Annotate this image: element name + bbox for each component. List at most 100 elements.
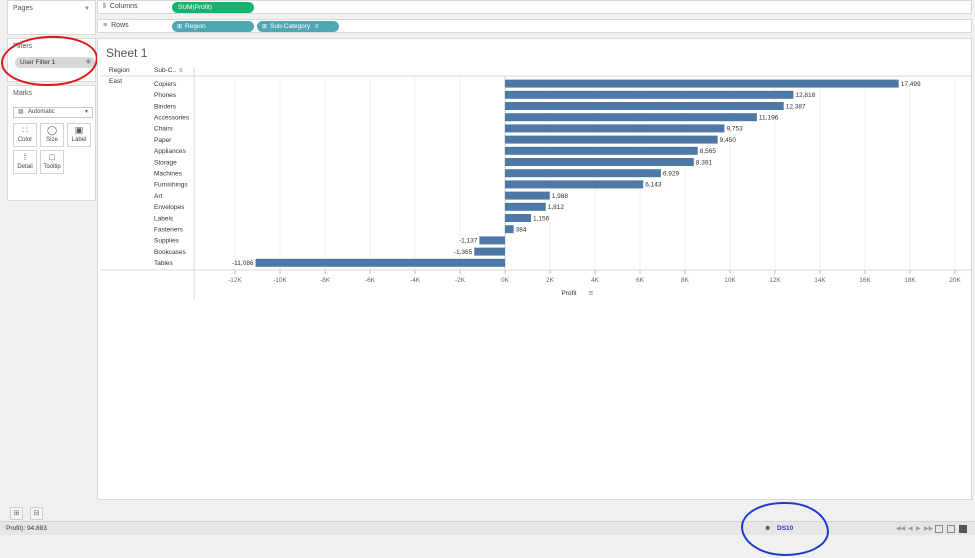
tooltip-button[interactable]: □ Tooltip <box>40 150 64 174</box>
datasource-user-label[interactable]: DS10 <box>777 525 794 532</box>
axis-tick-label: 20K <box>949 277 961 284</box>
subcategory-label: Envelopes <box>154 204 185 211</box>
marks-title: Marks <box>13 90 33 97</box>
data-label: -1,365 <box>454 249 473 256</box>
filter-options-icon[interactable]: ◉ <box>85 59 91 65</box>
profit-bar <box>479 236 505 245</box>
user-filter-pill[interactable]: User Filter 1 ◉ <box>15 57 95 68</box>
data-label: 1,156 <box>533 215 550 222</box>
filter-pill-label: User Filter 1 <box>20 59 56 66</box>
subcategory-label: Binders <box>154 103 177 110</box>
data-label: 9,753 <box>726 126 743 133</box>
axis-tick-label: -6K <box>365 277 376 284</box>
profit-bar <box>505 169 661 178</box>
columns-shelf-label: ‖ Columns <box>103 3 138 10</box>
mark-type-dropdown[interactable]: ▩ Automatic ▼ <box>13 107 93 118</box>
data-label: 17,499 <box>901 81 921 88</box>
sort-icon[interactable]: ≡ <box>179 68 183 74</box>
profit-bar <box>505 158 694 166</box>
data-label: 11,196 <box>759 115 779 122</box>
sort-icon[interactable]: ≡ <box>588 289 593 297</box>
subcategory-label: Phones <box>154 92 177 99</box>
sort-icon: ≡ <box>314 24 319 30</box>
prev-sheet-icon[interactable]: ◀ <box>908 526 913 532</box>
first-sheet-icon[interactable]: ◀◀ <box>896 526 906 532</box>
profit-bar <box>505 79 899 88</box>
next-sheet-icon[interactable]: ▶ <box>916 526 921 532</box>
filters-card: Filters User Filter 1 ◉ <box>7 38 96 82</box>
data-label: 8,391 <box>696 159 713 166</box>
axis-tick-label: -8K <box>320 277 331 284</box>
region-pill[interactable]: ⊞ Region <box>172 21 254 32</box>
new-worksheet-icon[interactable]: ⊟ <box>30 507 43 520</box>
data-label: 6,929 <box>663 171 680 178</box>
profit-bar <box>505 124 725 133</box>
columns-shelf[interactable]: ‖ Columns SUM(Profit) <box>97 0 972 14</box>
chevron-down-icon[interactable]: ▼ <box>84 6 90 12</box>
subcategory-label: Fasteners <box>154 227 184 234</box>
color-button[interactable]: ∷ Color <box>13 123 37 147</box>
columns-icon: ‖ <box>103 3 106 10</box>
profit-bar <box>505 146 698 155</box>
rows-shelf[interactable]: ≡ Rows ⊞ Region ⊞ Sub-Category ≡ <box>97 19 972 33</box>
data-label: 1,988 <box>552 193 569 200</box>
profit-bar <box>505 113 757 122</box>
last-sheet-icon[interactable]: ▶▶ <box>924 526 934 532</box>
user-icon: ☻ <box>764 525 772 532</box>
label-icon: ▣ <box>74 125 84 135</box>
axis-title[interactable]: Profit <box>561 290 576 297</box>
subcategory-label: Bookcases <box>154 249 187 256</box>
detail-button[interactable]: ⁞ Detail <box>13 150 37 174</box>
data-label: -1,137 <box>459 238 478 245</box>
size-icon: ◯ <box>46 125 58 135</box>
axis-tick-label: 2K <box>546 277 555 284</box>
profit-bar <box>505 214 532 222</box>
grid-view-icon[interactable] <box>947 525 955 533</box>
mark-type-label: Automatic <box>28 109 55 115</box>
subcategory-label: Copiers <box>154 81 177 88</box>
profit-bar-chart: -12K -10K -8K -6K -4K -2K 0K 2K 4K 6K 8K 10K 12K 14K 1… <box>101 67 971 299</box>
subcategory-label: Paper <box>154 137 172 144</box>
mark-type-icon: ▩ <box>18 109 24 115</box>
worksheet-view: Sheet 1 Region Sub-C.. ≡ East -12K -10K -8K… <box>97 38 972 500</box>
filmstrip-view-icon[interactable] <box>935 525 943 533</box>
rows-icon: ≡ <box>103 22 108 29</box>
profit-bar <box>474 247 505 256</box>
subcategory-label: Labels <box>154 215 174 222</box>
size-button[interactable]: ◯ Size <box>40 123 64 147</box>
tooltip-button-label: Tooltip <box>43 164 61 170</box>
label-button-label: Label <box>71 137 87 143</box>
region-value: East <box>109 78 123 85</box>
status-bar: Profit): 94.883 ☻ DS10 ◀◀ ◀ ▶ ▶▶ <box>0 521 975 535</box>
data-label: -11,086 <box>232 260 254 267</box>
subcategory-label: Furnishings <box>154 182 188 189</box>
subcategory-header[interactable]: Sub-C.. ≡ <box>154 67 183 74</box>
axis-tick-label: 0K <box>501 277 510 284</box>
color-button-label: Color <box>17 137 33 143</box>
tabs-view-icon[interactable] <box>959 525 967 533</box>
data-label: 12,387 <box>786 103 806 110</box>
data-label: 9,450 <box>720 137 737 144</box>
chevron-down-icon: ▼ <box>84 109 89 115</box>
axis-tick-label: 12K <box>769 277 781 284</box>
axis-tick-label: 10K <box>724 277 736 284</box>
subcategory-label: Chairs <box>154 126 174 133</box>
sub-category-pill[interactable]: ⊞ Sub-Category ≡ <box>257 21 339 32</box>
sheet-tab-bar: ⊞ ⊟ <box>7 503 972 521</box>
data-label: 12,818 <box>795 92 815 99</box>
sum-profit-pill[interactable]: SUM(Profit) <box>172 2 254 13</box>
rows-shelf-label: ≡ Rows <box>103 22 129 29</box>
subcategory-label: Machines <box>154 171 183 178</box>
filters-title: Filters <box>13 43 33 50</box>
label-button[interactable]: ▣ Label <box>67 123 91 147</box>
region-header[interactable]: Region <box>109 67 130 74</box>
data-label: 8,565 <box>700 148 717 155</box>
profit-bar <box>255 258 505 267</box>
new-datasource-icon[interactable]: ⊞ <box>10 507 23 520</box>
axis-tick-label: 18K <box>904 277 916 284</box>
data-label: 1,812 <box>548 204 565 211</box>
axis-tick-label: -4K <box>410 277 421 284</box>
profit-bar <box>505 90 794 99</box>
axis-tick-label: 6K <box>636 277 645 284</box>
